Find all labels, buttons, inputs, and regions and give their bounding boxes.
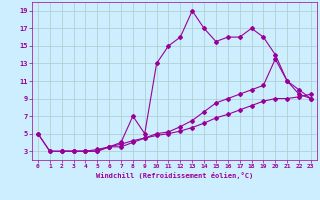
X-axis label: Windchill (Refroidissement éolien,°C): Windchill (Refroidissement éolien,°C) [96,172,253,179]
